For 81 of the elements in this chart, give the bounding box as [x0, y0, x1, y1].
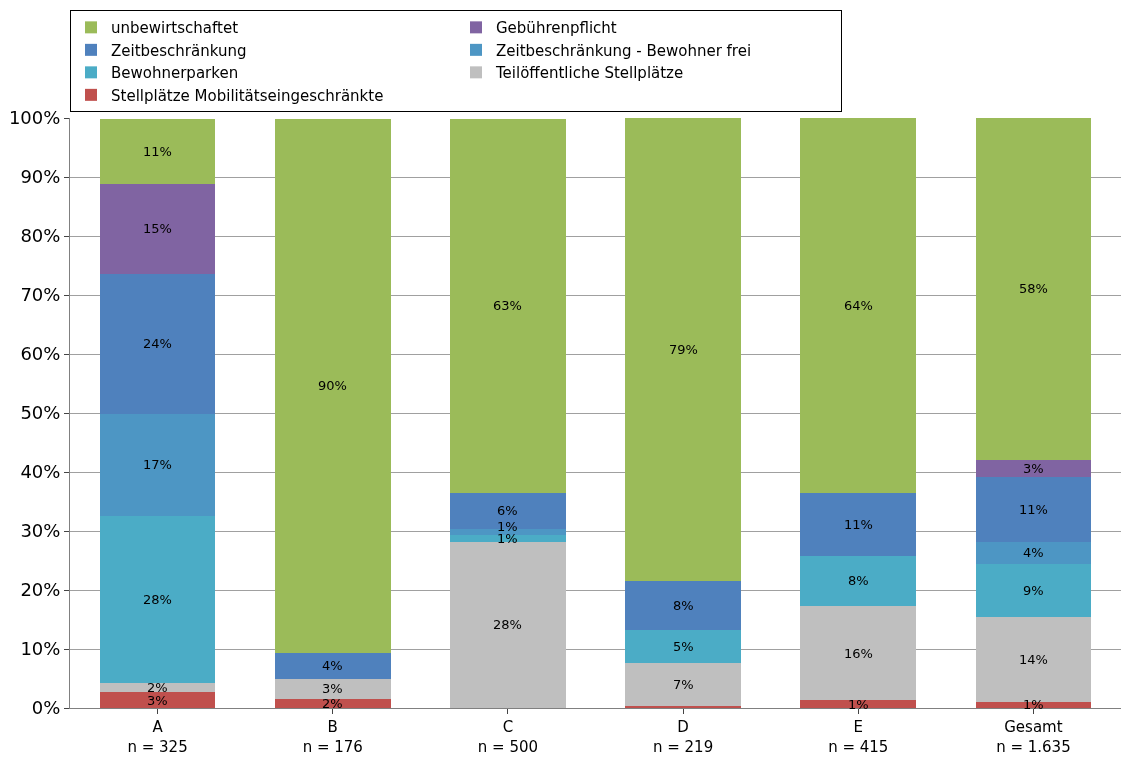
bar — [975, 617, 1092, 702]
legend-label: unbewirtschaftet — [111, 19, 239, 38]
data-label: 15% — [143, 221, 172, 236]
bar — [625, 118, 741, 582]
x-tick-label: E n = 415 — [828, 718, 889, 756]
bar — [99, 413, 216, 516]
bar — [99, 273, 216, 414]
data-label: 3% — [1023, 461, 1044, 476]
bar — [99, 184, 216, 274]
bar — [274, 678, 391, 699]
data-label: 1% — [497, 519, 518, 534]
bar — [975, 118, 1092, 460]
data-label: 90% — [318, 378, 347, 393]
data-label: 14% — [1019, 652, 1048, 667]
data-label: 2% — [147, 680, 168, 695]
bar — [975, 564, 1092, 618]
legend-label: Zeitbeschränkung - Bewohner frei — [496, 41, 752, 60]
data-label: 28% — [143, 592, 172, 607]
y-tick-label: 10% — [20, 638, 61, 660]
data-label: 17% — [143, 457, 172, 472]
data-label: 3% — [147, 693, 168, 708]
data-label: 28% — [493, 617, 522, 632]
data-label: 4% — [322, 658, 343, 673]
legend-label: Bewohnerparken — [111, 64, 239, 83]
data-label: 24% — [143, 336, 172, 351]
y-tick-label: 20% — [20, 579, 61, 601]
x-tick-label: B n = 176 — [302, 718, 363, 756]
y-tick-label: 100% — [8, 107, 61, 129]
data-label: 4% — [1023, 545, 1044, 560]
x-tick-label: D n = 219 — [652, 718, 714, 756]
y-tick-label: 70% — [20, 284, 61, 306]
data-label: 2% — [322, 696, 343, 711]
data-label: 11% — [1019, 502, 1048, 517]
legend-label: Stellplätze Mobilitätseingeschränkte — [111, 86, 384, 105]
y-tick-label: 30% — [20, 520, 61, 542]
y-tick-label: 90% — [20, 166, 61, 188]
x-tick-label: A n = 325 — [127, 718, 188, 756]
data-label: 6% — [497, 503, 518, 518]
legend-label: Teilöffentliche Stellplätze — [495, 64, 684, 83]
data-label: 63% — [493, 298, 522, 313]
data-label: 11% — [143, 144, 172, 159]
bar — [450, 541, 566, 708]
bar — [99, 515, 216, 683]
y-tick-label: 0% — [31, 697, 61, 719]
data-label: 3% — [322, 681, 343, 696]
data-label: 79% — [669, 342, 698, 357]
bar — [450, 118, 566, 493]
bar — [800, 605, 917, 701]
data-label: 16% — [844, 646, 873, 661]
bar — [625, 581, 741, 631]
data-label: 9% — [1023, 583, 1044, 598]
data-label: 64% — [844, 298, 873, 313]
bar — [975, 477, 1092, 542]
bar — [274, 652, 391, 679]
y-tick-label: 40% — [20, 461, 61, 483]
data-label: 58% — [1019, 281, 1048, 296]
legend-label: Gebührenpflicht — [496, 19, 617, 38]
bar — [975, 459, 1092, 478]
bar — [800, 118, 917, 494]
x-tick-label: C n = 500 — [477, 718, 539, 756]
y-tick-label: 50% — [20, 402, 61, 424]
data-label: 5% — [673, 639, 694, 654]
data-label: 7% — [673, 677, 694, 692]
y-tick-label: 80% — [20, 225, 61, 247]
bar — [975, 541, 1092, 565]
bar — [450, 492, 566, 529]
data-label: 8% — [848, 573, 869, 588]
data-label: 11% — [844, 517, 873, 532]
bar — [800, 555, 917, 606]
data-label: 1% — [848, 697, 869, 712]
bar — [99, 118, 216, 185]
bar — [800, 493, 917, 556]
x-tick-label: Gesamt n = 1.635 — [996, 718, 1071, 756]
bar — [625, 662, 741, 706]
y-tick-label: 60% — [20, 343, 61, 365]
bar — [99, 692, 216, 708]
bar — [800, 700, 917, 708]
legend-label: Zeitbeschränkung — [111, 41, 247, 60]
bar — [274, 119, 391, 653]
data-label: 8% — [673, 598, 694, 613]
bar — [625, 630, 741, 663]
